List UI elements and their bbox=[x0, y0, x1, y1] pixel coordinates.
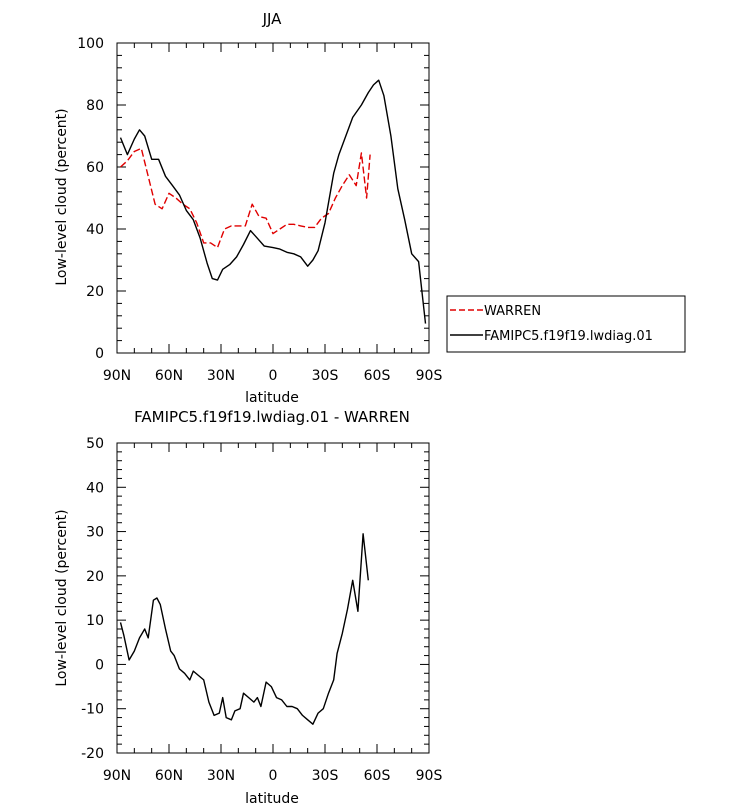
bottom-y-axis-label: Low-level cloud (percent) bbox=[54, 509, 70, 686]
bottom-x-tick-label: 30S bbox=[312, 768, 339, 784]
bottom-x-tick-label: 90S bbox=[416, 768, 443, 784]
bottom-y-tick-label: -20 bbox=[81, 746, 104, 762]
top-x-axis-label: latitude bbox=[245, 390, 299, 406]
legend-box bbox=[446, 295, 686, 353]
top-y-axis: 0 20 40 60 80 100 bbox=[77, 36, 429, 362]
top-y-tick-label: 100 bbox=[77, 36, 104, 52]
bottom-y-axis: -20 -10 0 10 20 30 40 50 bbox=[81, 436, 429, 762]
top-chart-title: JJA bbox=[262, 10, 283, 28]
top-x-tick-label: 90S bbox=[416, 368, 443, 384]
top-x-tick-label: 60N bbox=[155, 368, 183, 384]
bottom-series-line-difference bbox=[119, 533, 369, 725]
bottom-y-tick-label: 20 bbox=[86, 569, 104, 585]
bottom-x-tick-label: 60N bbox=[155, 768, 183, 784]
legend: WARREN FAMIPC5.f19f19.lwdiag.01 bbox=[446, 295, 686, 353]
bottom-y-tick-label: 40 bbox=[86, 480, 104, 496]
top-y-tick-label: 20 bbox=[86, 284, 104, 300]
bottom-x-tick-label: 30N bbox=[207, 768, 235, 784]
top-x-tick-label: 60S bbox=[364, 368, 391, 384]
top-y-tick-label: 60 bbox=[86, 160, 104, 176]
top-y-tick-label: 80 bbox=[86, 98, 104, 114]
top-series-line-famipc5-f19f19-lwdiag-01 bbox=[119, 79, 427, 324]
top-x-tick-label: 90N bbox=[103, 368, 131, 384]
bottom-x-axis: 90N 60N 30N 0 30S 60S 90S bbox=[103, 443, 443, 784]
top-series-line-warren bbox=[120, 147, 371, 249]
top-y-tick-label: 40 bbox=[86, 222, 104, 238]
bottom-y-tick-label: 10 bbox=[86, 613, 104, 629]
bottom-y-tick-label: 30 bbox=[86, 525, 104, 541]
top-series-layer bbox=[119, 79, 427, 324]
bottom-plot-frame bbox=[116, 442, 430, 754]
top-x-tick-label: 30S bbox=[312, 368, 339, 384]
bottom-series-layer bbox=[119, 533, 369, 725]
bottom-y-tick-label: 0 bbox=[95, 657, 104, 673]
legend-label-famipc5: FAMIPC5.f19f19.lwdiag.01 bbox=[484, 329, 653, 344]
bottom-chart-title: FAMIPC5.f19f19.lwdiag.01 - WARREN bbox=[134, 408, 410, 426]
bottom-y-tick-label: 50 bbox=[86, 436, 104, 452]
top-panel: JJA 90N 60N 30N 0 30S 60S 90S 0 20 40 60 80 100 lat… bbox=[54, 10, 442, 406]
legend-label-warren: WARREN bbox=[484, 304, 541, 319]
top-y-tick-label: 0 bbox=[95, 346, 104, 362]
bottom-y-tick-label: -10 bbox=[81, 702, 104, 718]
bottom-panel: FAMIPC5.f19f19.lwdiag.01 - WARREN 90N 60N… bbox=[54, 408, 442, 807]
bottom-x-tick-label: 0 bbox=[269, 768, 278, 784]
top-y-axis-label: Low-level cloud (percent) bbox=[54, 108, 70, 285]
top-x-tick-label: 0 bbox=[269, 368, 278, 384]
top-x-axis: 90N 60N 30N 0 30S 60S 90S bbox=[103, 43, 443, 384]
top-x-tick-label: 30N bbox=[207, 368, 235, 384]
bottom-x-axis-label: latitude bbox=[245, 791, 299, 807]
bottom-x-tick-label: 90N bbox=[103, 768, 131, 784]
bottom-x-tick-label: 60S bbox=[364, 768, 391, 784]
